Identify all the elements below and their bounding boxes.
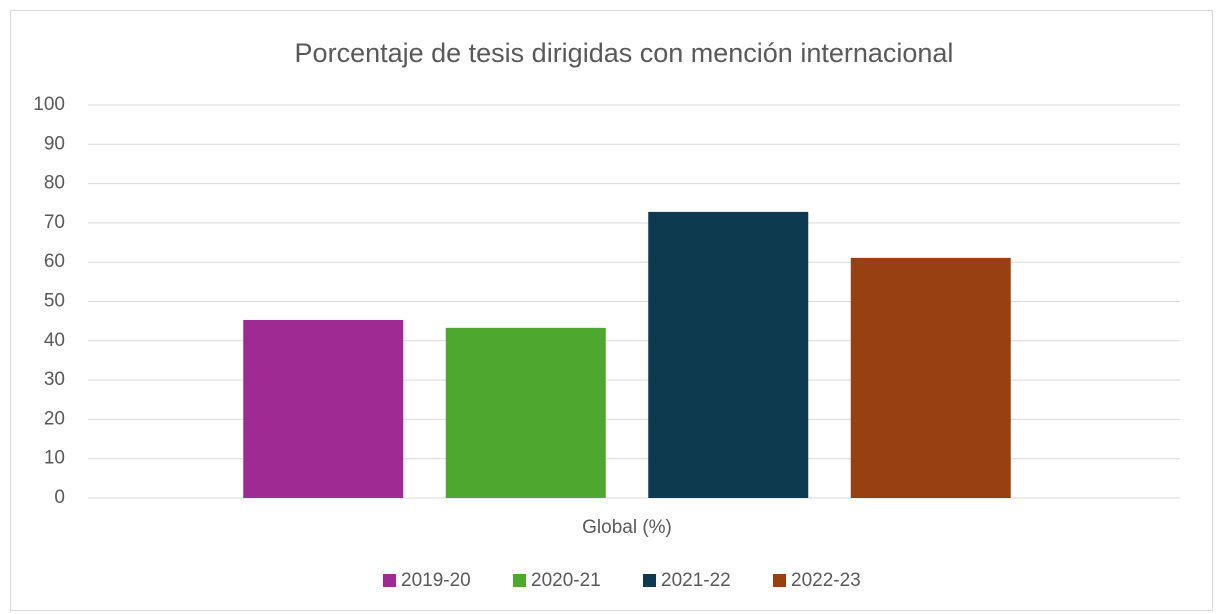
y-tick-label: 70 bbox=[44, 212, 65, 233]
legend-swatch bbox=[383, 574, 396, 587]
y-tick-label: 100 bbox=[33, 94, 65, 115]
y-tick-label: 40 bbox=[44, 330, 65, 351]
y-tick-label: 20 bbox=[44, 408, 65, 429]
legend-swatch bbox=[643, 574, 656, 587]
legend-label: 2022-23 bbox=[791, 570, 861, 591]
y-tick-label: 80 bbox=[44, 173, 65, 194]
legend-label: 2020-21 bbox=[531, 570, 601, 591]
y-tick-label: 90 bbox=[44, 133, 65, 154]
bar bbox=[648, 211, 809, 498]
bar bbox=[850, 257, 1011, 498]
bar bbox=[243, 319, 404, 498]
legend-swatch bbox=[513, 574, 526, 587]
y-tick-label: 0 bbox=[54, 487, 65, 508]
y-tick-label: 60 bbox=[44, 251, 65, 272]
y-tick-label: 50 bbox=[44, 291, 65, 312]
chart-border bbox=[10, 10, 1213, 611]
legend-swatch bbox=[773, 574, 786, 587]
y-tick-label: 10 bbox=[44, 448, 65, 469]
bar bbox=[445, 327, 606, 498]
y-tick-label: 30 bbox=[44, 369, 65, 390]
x-tick-label: Global (%) bbox=[582, 517, 672, 538]
legend-label: 2019-20 bbox=[401, 570, 471, 591]
legend-label: 2021-22 bbox=[661, 570, 731, 591]
chart-title: Porcentaje de tesis dirigidas con menció… bbox=[295, 38, 954, 68]
